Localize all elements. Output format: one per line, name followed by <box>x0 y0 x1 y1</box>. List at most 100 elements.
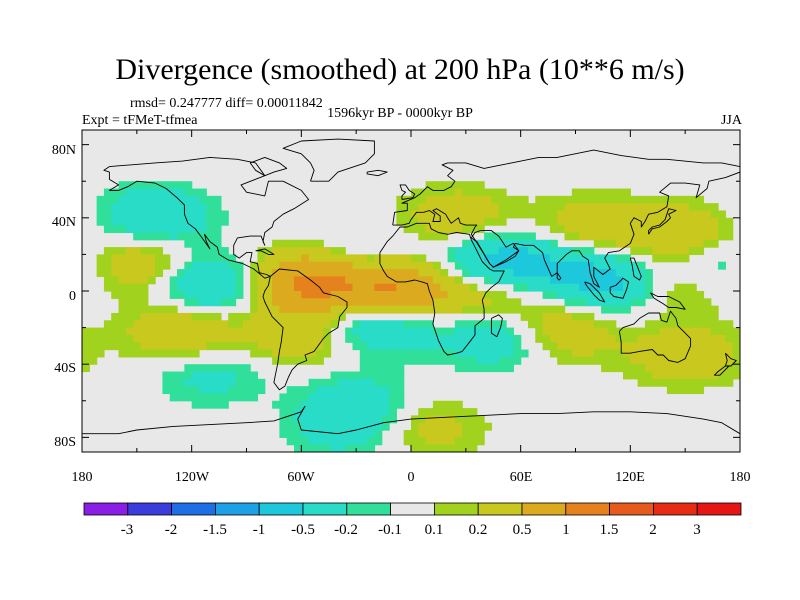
field-cell <box>549 334 617 343</box>
field-cell <box>257 247 273 256</box>
field-cell <box>301 422 383 431</box>
field-cell <box>666 298 712 307</box>
colorbar-label: -0.2 <box>334 522 358 538</box>
field-cell <box>359 349 456 358</box>
field-cell <box>125 225 207 234</box>
field-cell <box>155 269 164 277</box>
field-cell <box>644 269 653 277</box>
coastline-eurasia <box>392 149 740 288</box>
field-cell <box>250 349 273 358</box>
field-cell <box>359 364 405 373</box>
field-cell <box>652 254 690 263</box>
colorbar-swatch <box>171 502 216 516</box>
field-cell <box>476 356 500 365</box>
coastline-south-america <box>262 268 348 391</box>
field-cell <box>96 217 112 226</box>
field-cell <box>103 320 134 329</box>
colorbar-label: 0.5 <box>513 522 532 538</box>
field-cell <box>96 210 112 219</box>
colorbar-label: 1.5 <box>600 522 619 538</box>
field-cell <box>535 334 551 343</box>
field-cell <box>323 327 332 336</box>
field-cell <box>411 422 419 431</box>
field-cell <box>337 378 376 387</box>
field-cell <box>557 291 646 299</box>
field-cell <box>96 195 120 204</box>
field-cell <box>133 334 324 343</box>
field-cell <box>308 254 368 263</box>
field-cell <box>111 217 207 226</box>
field-cell <box>206 217 229 226</box>
field-cell <box>644 283 653 292</box>
colorbar-label: -1.5 <box>203 522 227 538</box>
field-cell <box>242 320 332 329</box>
field-cell <box>403 437 427 446</box>
field-cell <box>652 371 719 380</box>
field-cell <box>615 239 705 248</box>
field-cell <box>359 320 405 329</box>
colorbar-swatch <box>214 502 260 516</box>
page-title: Divergence (smoothed) at 200 hPa (10**6 … <box>115 53 685 86</box>
field-cell <box>484 254 551 263</box>
field-cell <box>345 334 361 343</box>
field-cell <box>272 291 302 299</box>
coastline-sumatra <box>584 281 606 303</box>
field-cell <box>725 364 740 373</box>
field-cell <box>432 400 463 409</box>
field-cell <box>374 430 383 438</box>
field-cell <box>491 298 522 307</box>
field-cell <box>111 254 156 263</box>
coastline-north-america <box>103 156 310 279</box>
field-cell <box>549 225 566 234</box>
field-cell <box>418 203 500 212</box>
field-cell <box>191 312 222 321</box>
field-cell <box>381 415 397 424</box>
lon-label: 180 <box>72 470 93 485</box>
field-cell <box>111 261 156 270</box>
field-cell <box>623 276 646 285</box>
field-cell <box>564 232 580 241</box>
field-cell <box>155 261 171 270</box>
coastline-antarctica <box>82 405 740 435</box>
field-cell <box>169 291 185 299</box>
field-cell <box>396 283 441 292</box>
field-cell <box>462 239 471 248</box>
field-cell <box>513 334 522 343</box>
field-cell <box>279 408 295 417</box>
field-cell <box>411 210 500 219</box>
field-cell <box>513 269 617 277</box>
field-cell <box>235 269 244 277</box>
field-cell <box>644 276 653 285</box>
field-cell <box>367 254 376 263</box>
field-cell <box>177 276 237 285</box>
field-cell <box>732 342 740 351</box>
field-cell <box>279 422 302 431</box>
field-cell <box>579 283 624 292</box>
field-cell <box>491 276 551 285</box>
field-cell <box>308 393 390 402</box>
field-cell <box>425 415 456 424</box>
field-cell <box>557 356 631 365</box>
field-cell <box>498 356 522 365</box>
field-cell <box>418 422 463 431</box>
field-cell <box>162 371 193 380</box>
field-cell <box>82 364 90 373</box>
field-cell <box>615 269 646 277</box>
field-cell <box>191 254 237 263</box>
field-cell <box>659 312 719 321</box>
field-cell <box>403 225 427 234</box>
field-cell <box>542 291 558 299</box>
colorbar-label: -0.1 <box>378 522 402 538</box>
stats-label: rmsd= 0.247777 diff= 0.00011842 <box>130 96 323 111</box>
field-cell <box>454 320 507 329</box>
field-cell <box>374 378 405 387</box>
field-cell <box>250 276 259 285</box>
field-cell <box>191 400 229 409</box>
field-cell <box>557 217 719 226</box>
field-cell <box>454 327 507 336</box>
field-cell <box>118 349 200 358</box>
field-cell <box>279 305 332 314</box>
field-cell <box>644 320 734 329</box>
field-cell <box>352 327 434 336</box>
field-cell <box>557 342 734 351</box>
